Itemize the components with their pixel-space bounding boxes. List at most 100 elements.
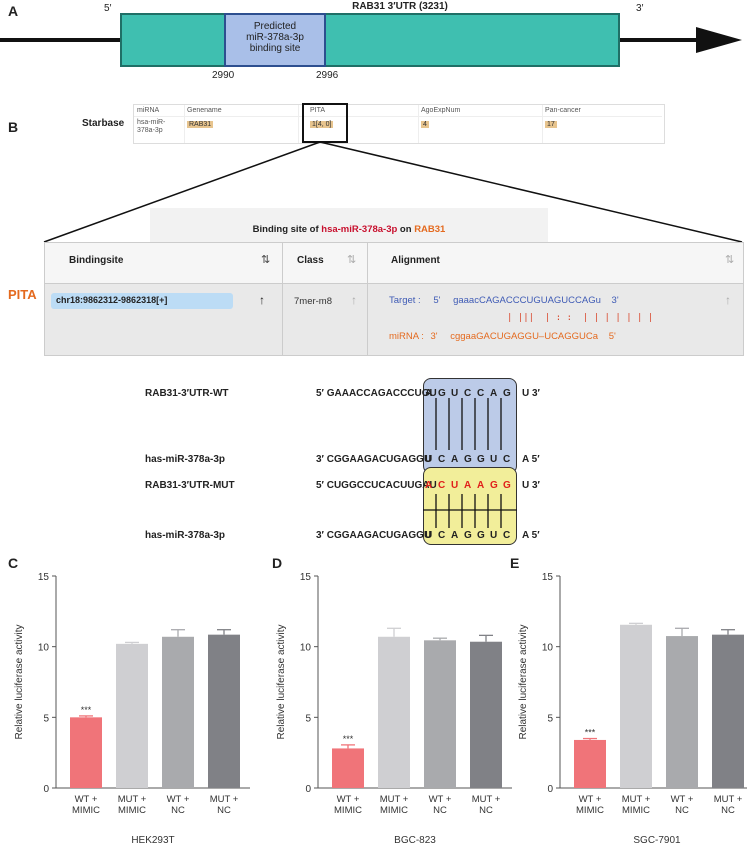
- x-tick-label: NC: [217, 805, 231, 816]
- x-tick-label: MUT +: [714, 794, 743, 805]
- pita-label: PITA: [8, 287, 37, 302]
- x-tick-label: WT +: [337, 794, 360, 805]
- x-tick-label: NC: [479, 805, 493, 816]
- mirna-seq: cggaaGACUGAGGU–UCAGGUCa: [450, 331, 599, 342]
- site-line-2: miR-378a-3p: [246, 32, 304, 43]
- target-row: Target : 5' gaaacCAGACCCUGUAGUCCAGu 3': [389, 295, 619, 306]
- seed-nucleotide: G: [438, 388, 446, 399]
- chart-title: BGC-823: [394, 835, 436, 846]
- seed-nucleotide: C: [438, 530, 446, 541]
- panel-b-label: B: [8, 119, 19, 135]
- sb-header-pita[interactable]: PITA: [298, 105, 418, 117]
- bar: [378, 636, 410, 788]
- target-3: 3': [611, 295, 619, 306]
- bar: [712, 634, 744, 788]
- x-tick-label: MUT +: [380, 794, 409, 805]
- seed-nucleotide: A: [477, 480, 485, 491]
- x-tick-label: NC: [433, 805, 447, 816]
- three-prime-label: 3′: [636, 3, 644, 14]
- col-class[interactable]: Class: [297, 255, 324, 266]
- seed-nucleotide: U: [425, 454, 433, 465]
- panel-d-label: D: [272, 555, 283, 571]
- seed-nucleotide: U: [451, 480, 459, 491]
- sort-icon-alignment[interactable]: ⇅: [725, 254, 735, 266]
- seed-nucleotide: G: [464, 530, 472, 541]
- sb-header-pancancer[interactable]: Pan-cancer: [542, 105, 662, 117]
- significance-label: ***: [81, 705, 92, 715]
- bar: [332, 748, 364, 788]
- pita-table: Bindingsite ⇅ Class ⇅ Alignment ⇅ chr18:…: [44, 242, 744, 356]
- sort-icon-bindingsite[interactable]: ⇅: [261, 254, 271, 266]
- sb-header-genename[interactable]: Genename: [184, 105, 298, 117]
- col-bindingsite[interactable]: Bindingsite: [69, 255, 124, 266]
- y-tick-label: 5: [305, 713, 311, 724]
- sb-header-agoexpnum[interactable]: AgoExpNum: [418, 105, 542, 117]
- seed-nucleotide: U: [490, 530, 498, 541]
- five-prime-label: 5′: [104, 3, 112, 14]
- y-tick-label: 10: [38, 643, 50, 654]
- x-tick-label: WT +: [579, 794, 602, 805]
- y-tick-label: 10: [542, 643, 554, 654]
- chart-title: SGC-7901: [633, 835, 681, 846]
- y-tick-label: 10: [300, 643, 312, 654]
- y-tick-label: 0: [43, 784, 49, 795]
- bar: [574, 739, 606, 788]
- x-tick-label: MIMIC: [622, 805, 650, 816]
- seed-nucleotide: C: [503, 530, 511, 541]
- sb-header-mirna[interactable]: miRNA: [134, 105, 184, 117]
- class-value: 7mer-m8: [294, 296, 333, 307]
- mir1-name: has-miR-378a-3p: [145, 454, 226, 465]
- binding-site-box: Predicted miR-378a-3p binding site: [224, 13, 326, 67]
- col-divider-2: [367, 243, 368, 355]
- y-tick-label: 0: [305, 784, 311, 795]
- up-arrow-icon: ↑: [259, 293, 265, 307]
- x-tick-label: MIMIC: [118, 805, 146, 816]
- seed-nucleotide: G: [477, 530, 485, 541]
- significance-label: ***: [343, 734, 354, 744]
- site-line-3: binding site: [249, 43, 301, 54]
- col-alignment[interactable]: Alignment: [391, 255, 440, 266]
- seed-nucleotide: U: [490, 454, 498, 465]
- seed-nucleotide: A: [490, 388, 498, 399]
- col-divider-1: [282, 243, 283, 355]
- panel-a-label: A: [8, 3, 19, 19]
- up-arrow-icon: ↑: [351, 293, 357, 307]
- chart-title: HEK293T: [131, 835, 174, 846]
- binding-prefix: Binding site of: [252, 224, 322, 235]
- x-tick-label: MIMIC: [380, 805, 408, 816]
- pairing-lines: [423, 398, 517, 528]
- x-tick-label: NC: [721, 805, 735, 816]
- bar: [162, 636, 194, 788]
- wt-suffix: U 3′: [522, 388, 540, 399]
- starbase-label: Starbase: [82, 118, 125, 129]
- seed-nucleotide: A: [451, 454, 459, 465]
- sb-value-pita[interactable]: 1[4, 0]: [310, 121, 334, 128]
- mut-name: RAB31-3′UTR-MUT: [145, 480, 235, 491]
- x-tick-label: MIMIC: [72, 805, 100, 816]
- bar: [70, 717, 102, 788]
- bar: [208, 634, 240, 788]
- binding-title: Binding site of hsa-miR-378a-3p on RAB31: [150, 224, 548, 235]
- mir2-prefix: 3′ CGGAAGACUGAGGU: [316, 530, 432, 541]
- mir1-prefix: 3′ CGGAAGACUGAGGU: [316, 454, 432, 465]
- panel-e-label: E: [510, 555, 520, 571]
- seed-nucleotide: G: [503, 480, 511, 491]
- mirna-3: 3': [430, 331, 438, 342]
- starbase-table: miRNA hsa-miR-378a-3p Genename RAB31 PIT…: [133, 104, 665, 144]
- x-tick-label: MUT +: [472, 794, 501, 805]
- bindingsite-value[interactable]: chr18:9862312-9862318[+]: [51, 293, 233, 309]
- target-seq: gaaacCAGACCCUGUAGUCCAGu: [453, 295, 601, 306]
- x-tick-label: WT +: [429, 794, 452, 805]
- mirna-row: miRNA : 3' cggaaGACUGAGGU–UCAGGUCa 5': [389, 331, 616, 342]
- utr-title: RAB31 3′UTR (3231): [352, 1, 448, 12]
- sort-icon-class[interactable]: ⇅: [347, 254, 357, 266]
- x-tick-label: WT +: [167, 794, 190, 805]
- seed-nucleotide: C: [464, 388, 472, 399]
- bar: [116, 643, 148, 788]
- zoom-lines: [43, 103, 743, 243]
- bar: [424, 640, 456, 788]
- seed-nucleotide: A: [425, 480, 433, 491]
- bar: [666, 636, 698, 788]
- y-tick-label: 15: [38, 572, 50, 583]
- y-tick-label: 0: [547, 784, 553, 795]
